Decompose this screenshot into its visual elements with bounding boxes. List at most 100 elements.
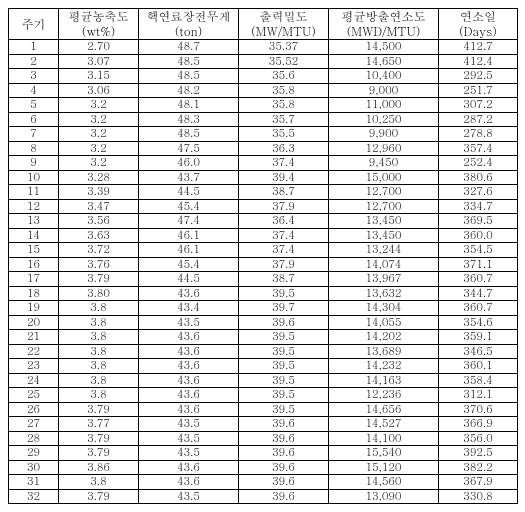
table-cell: 48.2 [139,83,239,98]
table-cell: 3.77 [59,417,139,432]
table-cell: 9,000 [329,83,439,98]
table-cell: 3.8 [59,315,139,330]
table-cell: 35.52 [239,54,329,69]
table-cell: 11 [9,185,59,200]
table-cell: 17 [9,272,59,287]
table-row: 193.843.439.714,304360.7 [9,301,518,316]
table-cell: 13,632 [329,286,439,301]
table-cell: 14,163 [329,373,439,388]
table-cell: 360.1 [439,359,518,374]
table-cell: 43.6 [139,402,239,417]
table-cell: 3.8 [59,344,139,359]
table-cell: 3.07 [59,54,139,69]
table-cell: 360.7 [439,301,518,316]
table-cell: 21 [9,330,59,345]
col-cycle: 주기 [9,9,59,40]
table-row: 183.8043.639.513,632344.7 [9,286,518,301]
table-cell: 3.72 [59,243,139,258]
col-fuelweight-top: 핵연료장전무게 [139,9,239,25]
table-cell: 3.2 [59,98,139,113]
table-row: 143.6346.137.413,450360.0 [9,228,518,243]
table-cell: 35.8 [239,83,329,98]
table-cell: 3.8 [59,373,139,388]
table-cell: 370.6 [439,402,518,417]
table-cell: 8 [9,141,59,156]
table-cell: 14,074 [329,257,439,272]
table-row: 113.3944.538.712,700327.6 [9,185,518,200]
table-row: 223.843.639.513,689346.5 [9,344,518,359]
table-cell: 7 [9,127,59,142]
table-cell: 10,400 [329,69,439,84]
table-cell: 36.3 [239,141,329,156]
table-cell: 45.4 [139,199,239,214]
table-cell: 292.5 [439,69,518,84]
table-cell: 26 [9,402,59,417]
table-row: 263.7943.639.514,656370.6 [9,402,518,417]
col-burndays-unit: (Days) [439,24,518,40]
table-cell: 37.9 [239,257,329,272]
table-cell: 6 [9,112,59,127]
table-cell: 3.8 [59,301,139,316]
table-cell: 31 [9,475,59,490]
table-cell: 3.15 [59,69,139,84]
table-cell: 14,500 [329,40,439,55]
table-row: 253.843.639.512,236312.1 [9,388,518,403]
table-row: 153.7246.137.413,244354.5 [9,243,518,258]
table-cell: 43.4 [139,301,239,316]
table-cell: 12 [9,199,59,214]
table-cell: 39.5 [239,330,329,345]
table-cell: 12,236 [329,388,439,403]
table-cell: 356.0 [439,431,518,446]
table-cell: 359.1 [439,330,518,345]
table-row: 213.843.639.514,202359.1 [9,330,518,345]
table-cell: 39.5 [239,286,329,301]
table-cell: 366.9 [439,417,518,432]
table-cell: 13,244 [329,243,439,258]
table-cell: 23 [9,359,59,374]
table-cell: 43.6 [139,460,239,475]
table-row: 73.248.535.59,900278.8 [9,127,518,142]
table-row: 103.2843.739.415,000380.6 [9,170,518,185]
table-cell: 369.5 [439,214,518,229]
table-cell: 48.5 [139,69,239,84]
table-cell: 39.5 [239,402,329,417]
table-cell: 360.0 [439,228,518,243]
table-row: 53.248.135.811,000307.2 [9,98,518,113]
table-cell: 43.6 [139,344,239,359]
table-cell: 3.8 [59,330,139,345]
table-row: 293.7943.539.615,540392.5 [9,446,518,461]
table-cell: 14,232 [329,359,439,374]
col-powerdensity-top: 출력밀도 [239,9,329,25]
table-cell: 27 [9,417,59,432]
col-fuelweight-unit: (ton) [139,24,239,40]
table-cell: 346.5 [439,344,518,359]
table-cell: 380.6 [439,170,518,185]
table-cell: 327.6 [439,185,518,200]
table-cell: 354.5 [439,243,518,258]
table-cell: 10,250 [329,112,439,127]
table-cell: 44.5 [139,185,239,200]
table-cell: 3.28 [59,170,139,185]
table-cell: 29 [9,446,59,461]
table-cell: 39.5 [239,344,329,359]
table-cell: 9 [9,156,59,171]
table-cell: 43.5 [139,417,239,432]
table-cell: 13,090 [329,489,439,504]
table-cell: 38.7 [239,272,329,287]
table-cell: 16 [9,257,59,272]
table-cell: 38.7 [239,185,329,200]
table-cell: 37.9 [239,199,329,214]
table-cell: 251.7 [439,83,518,98]
table-cell: 48.5 [139,54,239,69]
table-cell: 46.1 [139,228,239,243]
table-cell: 25 [9,388,59,403]
table-row: 283.7943.539.614,100356.0 [9,431,518,446]
table-cell: 14,650 [329,54,439,69]
table-cell: 14,527 [329,417,439,432]
table-cell: 3.79 [59,402,139,417]
table-cell: 15 [9,243,59,258]
table-cell: 39.6 [239,417,329,432]
table-cell: 412.7 [439,40,518,55]
table-cell: 360.7 [439,272,518,287]
table-cell: 3.8 [59,388,139,403]
